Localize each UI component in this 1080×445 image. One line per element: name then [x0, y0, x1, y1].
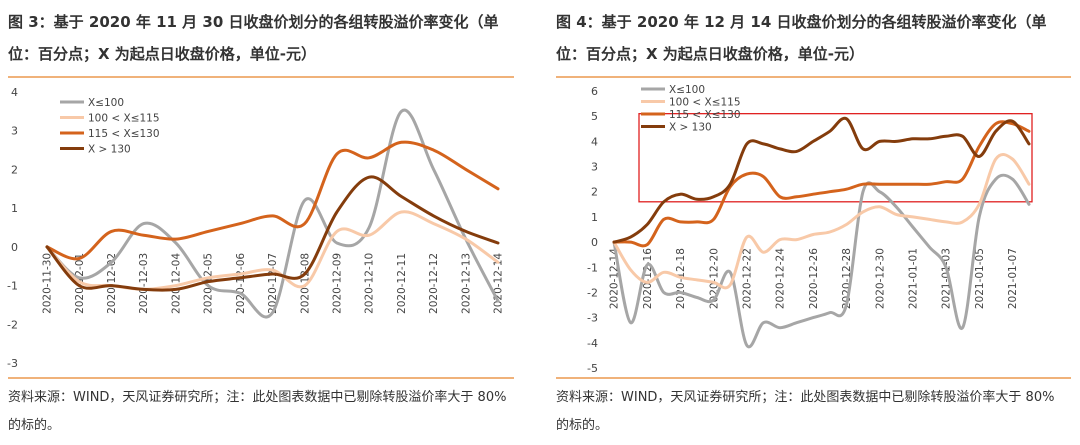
fig4-y-tick-label: 3: [591, 161, 598, 174]
fig4-x-tick-label: 2021-01-01: [907, 248, 919, 309]
fig4-y-tick-label: 2: [591, 186, 598, 199]
figure-4-bottom-rule: [556, 377, 1071, 379]
fig4-y-tick-label: 5: [591, 110, 598, 123]
figure-3-title: 图 3：基于 2020 年 11 月 30 日收盘价划分的各组转股溢价率变化（单…: [8, 13, 499, 63]
fig3-y-tick-label: -2: [7, 318, 18, 331]
fig3-x-tick-label: 2020-12-06: [235, 253, 247, 314]
fig3-x-tick-label: 2020-12-02: [106, 253, 118, 314]
fig3-x-tick-label: 2020-12-11: [396, 253, 408, 314]
fig4-legend-label-le100: X≤100: [669, 84, 705, 96]
fig4-x-tick-label: 2021-01-03: [941, 248, 953, 309]
figure-3-top-rule: [8, 76, 514, 78]
fig3-series-line-le100: [45, 108, 500, 319]
fig4-y-tick-label: 1: [591, 211, 598, 224]
fig3-x-tick-label: 2020-12-04: [171, 253, 183, 314]
fig3-legend-label-le100: X≤100: [88, 97, 124, 109]
fig4-y-tick-label: -1: [587, 261, 598, 274]
fig3-x-tick-label: 2020-12-12: [428, 253, 440, 314]
fig3-legend-label-100to115: 100 < X≤115: [88, 113, 160, 125]
fig4-x-tick-label: 2021-01-07: [1007, 248, 1019, 309]
fig3-y-tick-label: 3: [11, 125, 18, 138]
fig3-y-tick-label: 4: [11, 86, 18, 99]
fig4-series-line-100to115: [612, 153, 1031, 290]
fig4-y-tick-label: 0: [591, 236, 598, 249]
figure-4-top-rule: [556, 76, 1071, 78]
fig3-x-tick-label: 2020-12-05: [203, 253, 215, 314]
fig4-series-line-gt130: [612, 116, 1031, 244]
fig4-series-line-115to130: [612, 120, 1031, 248]
fig3-x-tick-label: 2020-12-10: [364, 253, 376, 314]
fig3-y-tick-label: 2: [11, 163, 18, 176]
fig4-series-line-le100: [612, 173, 1031, 349]
fig3-y-tick-label: -1: [7, 280, 18, 293]
fig3-series-line-115to130: [45, 140, 500, 261]
fig3-y-tick-label: 0: [11, 241, 18, 254]
fig4-y-tick-label: -3: [587, 312, 598, 325]
fig4-legend-label-115to130: 115 < X≤130: [669, 109, 741, 121]
fig4-y-tick-label: -5: [587, 362, 598, 375]
fig4-x-tick-label: 2020-12-30: [874, 248, 886, 309]
figure-4-source-note: 资料来源：WIND，天风证券研究所；注：此处图表数据中已剔除转股溢价率大于 80…: [556, 390, 1055, 433]
fig4-x-tick-label: 2021-01-05: [974, 248, 986, 309]
figure-3-bottom-rule: [8, 377, 514, 379]
fig4-x-tick-label: 2020-12-26: [808, 248, 820, 309]
fig4-legend-label-gt130: X > 130: [669, 122, 712, 134]
fig3-y-tick-label: 1: [11, 202, 18, 215]
fig4-x-tick-label: 2020-12-16: [642, 248, 654, 309]
fig3-series-line-gt130: [45, 175, 500, 292]
fig4-y-tick-label: 4: [591, 135, 598, 148]
fig3-x-tick-label: 2020-12-09: [332, 253, 344, 314]
fig3-y-tick-label: -3: [7, 357, 18, 370]
fig4-x-tick-label: 2020-12-22: [741, 248, 753, 309]
figure-4-title: 图 4：基于 2020 年 12 月 14 日收盘价划分的各组转股溢价率变化（单…: [556, 13, 1047, 63]
fig4-x-tick-label: 2020-12-24: [775, 248, 787, 309]
fig3-x-tick-label: 2020-12-13: [460, 253, 472, 314]
fig3-x-tick-label: 2020-12-03: [138, 253, 150, 314]
fig4-legend-label-100to115: 100 < X≤115: [669, 97, 741, 109]
fig3-legend-label-gt130: X > 130: [88, 144, 131, 156]
fig4-highlight-box: [638, 113, 1033, 203]
fig3-x-tick-label: 2020-12-07: [267, 253, 279, 314]
fig4-y-tick-label: -2: [587, 286, 598, 299]
fig3-legend-label-115to130: 115 < X≤130: [88, 128, 160, 140]
fig3-x-tick-label: 2020-11-30: [42, 253, 54, 314]
fig4-y-tick-label: 6: [591, 85, 598, 98]
figure-3-source-note: 资料来源：WIND，天风证券研究所；注：此处图表数据中已剔除转股溢价率大于 80…: [8, 390, 507, 433]
fig4-y-tick-label: -4: [587, 337, 598, 350]
